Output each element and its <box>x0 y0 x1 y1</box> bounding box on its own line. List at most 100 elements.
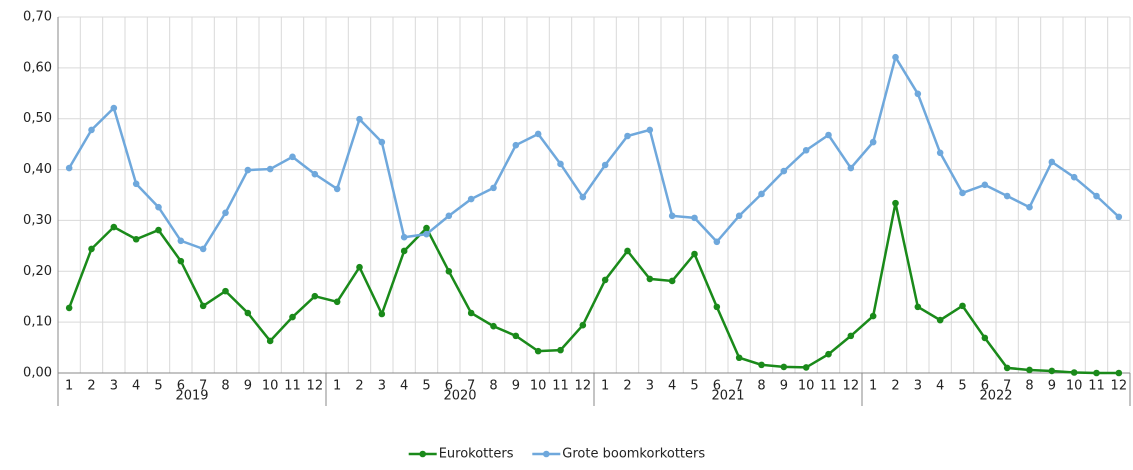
point <box>199 302 207 310</box>
legend-label: Grote boomkorkotters <box>562 447 705 462</box>
point <box>847 164 855 172</box>
x-tick-label: 5 <box>154 379 162 394</box>
point <box>601 276 609 284</box>
legend-label: Eurokotters <box>439 447 514 462</box>
point <box>445 267 453 275</box>
point <box>1003 192 1011 200</box>
y-tick-label: 0,00 <box>23 366 52 381</box>
x-tick-label: 12 <box>307 379 324 394</box>
point <box>333 298 341 306</box>
x-tick-label: 7 <box>467 379 475 394</box>
point <box>88 245 95 253</box>
x-tick-label: 3 <box>110 379 118 394</box>
point <box>1093 192 1100 200</box>
point <box>758 190 765 198</box>
x-tick-label: 1 <box>65 379 73 394</box>
x-tick-label: 4 <box>936 379 944 394</box>
x-tick-label: 11 <box>284 379 301 394</box>
x-tick-label: 9 <box>780 379 788 394</box>
point <box>1026 366 1033 374</box>
point <box>222 287 229 295</box>
point <box>579 193 587 201</box>
y-tick-label: 0,60 <box>23 60 52 75</box>
point <box>892 199 899 207</box>
point <box>1026 203 1033 211</box>
x-tick-label: 5 <box>690 379 698 394</box>
point <box>691 250 698 258</box>
x-tick-label: 3 <box>378 379 386 394</box>
x-tick-label: 10 <box>262 379 279 394</box>
point <box>311 170 319 178</box>
point <box>1048 367 1056 375</box>
point <box>758 361 765 369</box>
x-tick-label: 10 <box>798 379 815 394</box>
point <box>445 212 453 220</box>
point <box>423 230 430 238</box>
point <box>132 235 140 243</box>
point <box>735 212 743 220</box>
x-tick-label: 4 <box>132 379 140 394</box>
point <box>646 275 654 283</box>
point <box>266 165 274 173</box>
point <box>155 203 162 211</box>
point <box>601 161 609 169</box>
point <box>914 90 922 98</box>
x-tick-label: 8 <box>757 379 765 394</box>
x-tick-label: 4 <box>400 379 408 394</box>
x-tick-label: 9 <box>1048 379 1056 394</box>
x-tick-label: 4 <box>668 379 676 394</box>
x-tick-label: 6 <box>445 379 453 394</box>
point <box>110 104 118 112</box>
point <box>1115 369 1123 377</box>
point <box>467 309 475 317</box>
point <box>534 130 542 138</box>
point <box>512 141 520 149</box>
point <box>289 313 296 321</box>
point <box>356 263 363 271</box>
point <box>88 126 95 134</box>
point <box>557 346 564 354</box>
group-label: 2021 <box>711 389 744 404</box>
series-line <box>68 54 1120 251</box>
point <box>892 53 899 61</box>
point <box>423 224 430 232</box>
point <box>713 238 721 246</box>
point <box>981 181 989 189</box>
point <box>378 138 386 146</box>
point <box>713 303 721 311</box>
point <box>65 304 73 312</box>
x-tick-label: 10 <box>530 379 547 394</box>
point <box>802 146 810 154</box>
x-tick-label: 3 <box>914 379 922 394</box>
point <box>222 209 229 217</box>
point <box>579 321 587 329</box>
point <box>668 277 676 285</box>
y-tick-label: 0,40 <box>23 162 52 177</box>
point <box>646 126 654 134</box>
group-label: 2020 <box>443 389 476 404</box>
x-tick-label: 9 <box>244 379 252 394</box>
x-tick-label: 1 <box>333 379 341 394</box>
point <box>400 233 408 241</box>
point <box>780 363 788 371</box>
point <box>266 337 274 345</box>
x-tick-label: 11 <box>1088 379 1105 394</box>
x-tick-label: 1 <box>869 379 877 394</box>
x-tick-label: 5 <box>958 379 966 394</box>
point <box>490 322 497 330</box>
y-tick-label: 0,10 <box>23 315 52 330</box>
point <box>467 195 475 203</box>
x-tick-label: 7 <box>1003 379 1011 394</box>
legend-swatch-dot <box>543 450 550 458</box>
group-label: 2019 <box>175 389 208 404</box>
point <box>1093 369 1100 377</box>
x-tick-label: 2 <box>87 379 95 394</box>
x-tick-label: 2 <box>355 379 363 394</box>
x-tick-label: 12 <box>1111 379 1128 394</box>
x-tick-label: 3 <box>646 379 654 394</box>
point <box>825 131 832 139</box>
x-tick-label: 8 <box>489 379 497 394</box>
x-tick-label: 9 <box>512 379 520 394</box>
point <box>378 310 386 318</box>
